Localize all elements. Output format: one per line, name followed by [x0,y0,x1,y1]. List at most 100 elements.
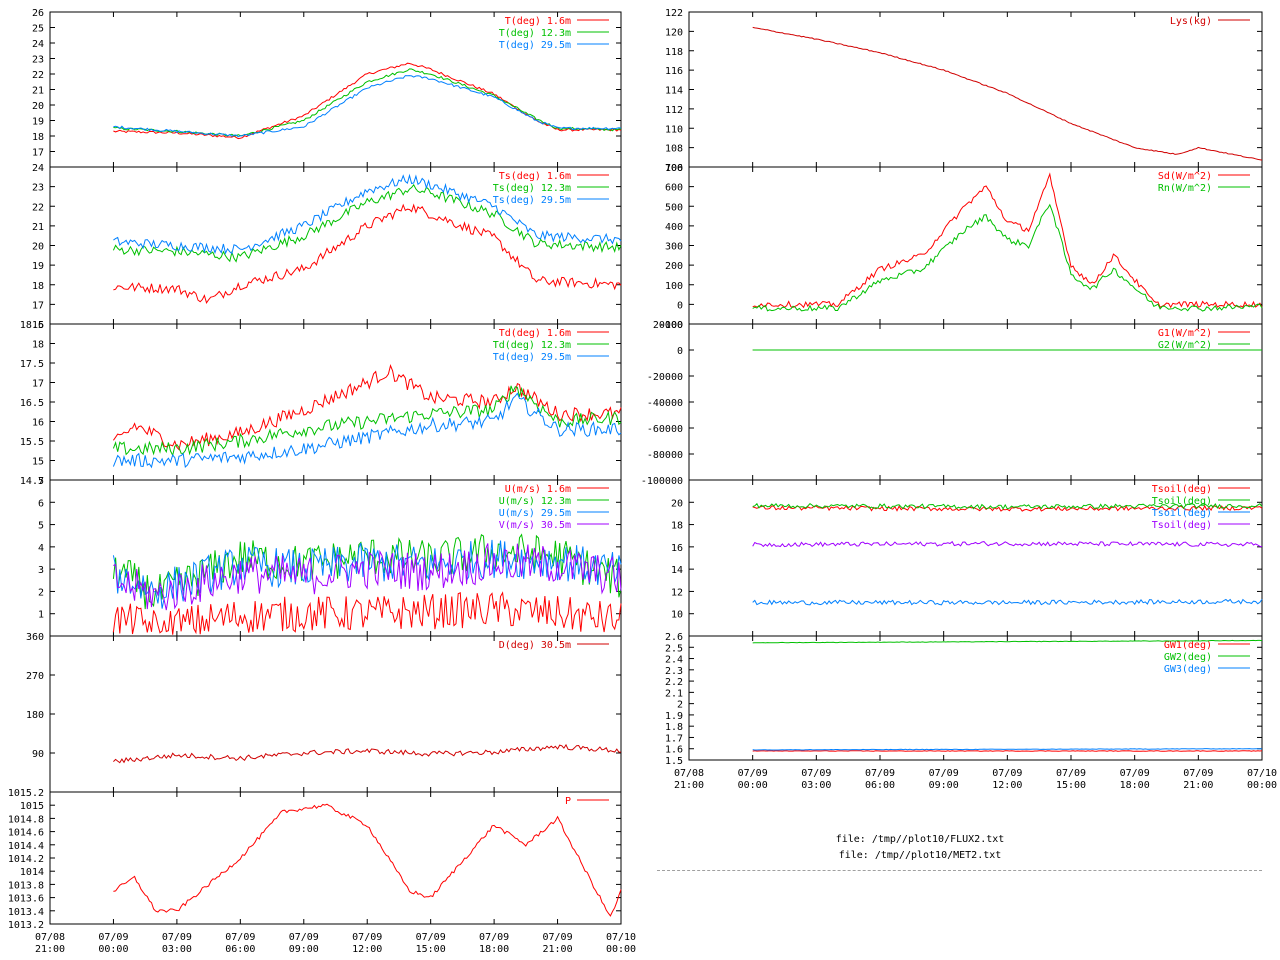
y-tick-label: 1.5 [665,756,683,767]
x-tick-label: 12:00 [352,944,382,955]
y-tick-label: 16 [671,543,683,554]
legend-label-v-m-s-30-5m: V(m/s) 30.5m [499,520,571,531]
y-tick-label: 24 [32,39,44,50]
y-tick-label: 17 [32,300,44,311]
legend-label-d-deg-30-5m: D(deg) 30.5m [499,640,571,651]
y-tick-label: 20 [32,242,44,253]
series-line-ts-deg-29-5m-2 [113,173,622,255]
y-tick-label: 7 [38,476,44,487]
y-tick-label: 2.3 [665,666,683,677]
legend-label-gw2-deg: GW2(deg) [1164,652,1212,663]
y-tick-label: 12 [671,587,683,598]
series-line-td-deg-29-5m-2 [112,392,622,469]
x-tick-label: 07/09 [416,932,446,943]
legend-label-sd-w-m-2: Sd(W/m^2) [1158,171,1212,182]
y-tick-label: 18 [32,132,44,143]
y-tick-label: 1014.8 [8,814,44,825]
series-line-td-deg-1-6m-0 [112,363,622,451]
x-tick-label: 15:00 [416,944,446,955]
x-tick-label: 00:00 [1247,780,1277,791]
y-tick-label: 14 [671,565,683,576]
chart-gw: 1.51.61.71.81.922.12.22.32.42.52.607/082… [665,632,1277,791]
y-tick-label: 1013.6 [8,894,44,905]
y-tick-label: 1.8 [665,722,683,733]
y-tick-label: -80000 [647,450,683,461]
y-tick-label: 180 [26,710,44,721]
y-tick-label: 1014.6 [8,828,44,839]
y-tick-label: 6 [38,498,44,509]
y-tick-label: 200 [665,261,683,272]
x-tick-label: 06:00 [225,944,255,955]
x-tick-label: 07/09 [162,932,192,943]
series-line-ts-deg-1-6m-0 [113,203,622,304]
y-tick-label: 17.5 [20,359,44,370]
series-line-sd-w-m-2-0 [752,172,1263,309]
y-tick-label: -100000 [641,476,683,487]
x-tick-label: 06:00 [865,780,895,791]
y-tick-label: 110 [665,124,683,135]
x-tick-label: 21:00 [543,944,573,955]
y-tick-label: 2 [38,587,44,598]
series-line-lys-kg-0 [752,26,1263,161]
y-tick-label: 122 [665,8,683,19]
series-line-tsoil-deg-3 [752,540,1263,548]
x-tick-label: 00:00 [98,944,128,955]
y-tick-label: 20 [671,498,683,509]
y-tick-label: 22 [32,202,44,213]
plot-frame [688,635,1263,761]
y-tick-label: 1.9 [665,711,683,722]
series-line-tsoil-deg-0 [752,504,1263,512]
x-tick-label: 07/09 [98,932,128,943]
legend-label-t-deg-29-5m: T(deg) 29.5m [499,40,571,51]
chart-temp: 17 18 19 20 21 22 23 24 25 26 T(deg) 1.6mT(deg) 12… [32,8,622,168]
series-line-rn-w-m-2-1 [752,203,1263,312]
legend-label-tsoil-deg: Tsoil(deg) [1152,496,1212,507]
series-line-gw3-deg-2 [752,748,1263,751]
y-tick-label: 360 [26,632,44,643]
plot-frame [688,11,1263,168]
x-tick-label: 07/09 [738,768,768,779]
y-tick-label: 112 [665,105,683,116]
y-tick-label: 300 [665,242,683,253]
y-tick-label: 18 [32,281,44,292]
y-tick-label: 700 [665,163,683,174]
plot-frame [49,635,622,793]
x-tick-label: 21:00 [674,780,704,791]
series-line-v-m-s-30-5m-3 [113,543,622,611]
footer-divider [657,870,1262,871]
y-tick-label: 118 [665,47,683,58]
series-line-t-deg-1-6m-0 [113,62,622,140]
y-tick-label: 15 [32,457,44,468]
footer-file-met: file: /tmp//plot10/MET2.txt [838,850,1002,861]
y-tick-label: 16 [32,418,44,429]
y-tick-label: 500 [665,202,683,213]
series-line-gw2-deg-1 [752,639,1263,644]
legend-label-t-deg-1-6m: T(deg) 1.6m [505,16,571,27]
y-tick-label: 2.2 [665,677,683,688]
x-tick-label: 21:00 [35,944,65,955]
x-tick-label: 09:00 [289,944,319,955]
x-tick-label: 03:00 [801,780,831,791]
y-tick-label: -20000 [647,372,683,383]
y-tick-label: 1015.2 [8,788,44,799]
x-tick-label: 07/10 [606,932,636,943]
y-tick-label: 2.5 [665,643,683,654]
y-tick-label: 19 [32,117,44,128]
x-tick-label: 18:00 [479,944,509,955]
y-tick-label: 16.5 [20,398,44,409]
y-tick-label: -100 [659,320,683,331]
x-tick-label: 00:00 [738,780,768,791]
x-tick-label: 18:00 [1120,780,1150,791]
legend-label-p: P [565,796,571,807]
y-tick-label: 23 [32,55,44,66]
chart-wind: 1 2 3 4 5 6 7 U(m/s) 1.6mU(m/s) 12.3mU(m/s) 29.… [38,476,622,637]
y-tick-label: 2.4 [665,655,683,666]
y-tick-label: 18.5 [20,320,44,331]
y-tick-label: 1014.4 [8,841,44,852]
series-line-u-m-s-12-3m-1 [112,533,622,610]
series-line-p-0 [113,803,622,917]
y-tick-label: 1.6 [665,745,683,756]
chart-gflux: -100000 -80000 -60000 -40000 -20000 0 20000 G1(… [641,320,1263,487]
y-tick-label: 400 [665,222,683,233]
